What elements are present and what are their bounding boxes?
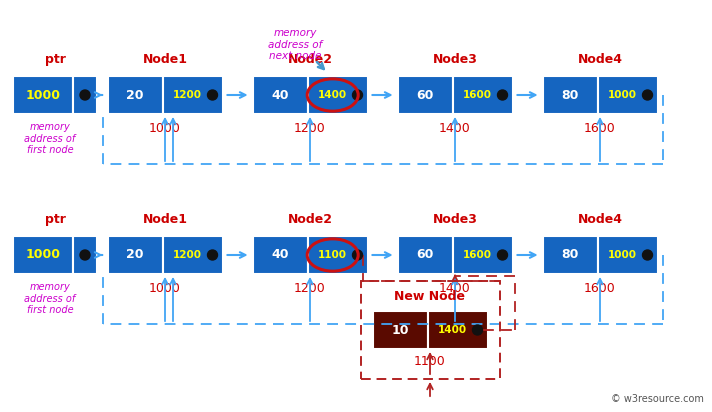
Bar: [13, 236, 73, 274]
Circle shape: [473, 325, 483, 335]
Bar: [253, 236, 308, 274]
Text: Node4: Node4: [577, 213, 622, 226]
Text: 1000: 1000: [26, 248, 61, 262]
Circle shape: [80, 250, 90, 260]
Bar: [13, 76, 73, 114]
Text: 10: 10: [392, 323, 409, 337]
Text: New Node: New Node: [394, 290, 466, 303]
Bar: [543, 236, 597, 274]
Bar: [597, 76, 657, 114]
Text: Node2: Node2: [288, 53, 333, 66]
Text: 1400: 1400: [318, 90, 347, 100]
Text: 1000: 1000: [149, 122, 181, 135]
Bar: [397, 76, 453, 114]
Text: 60: 60: [417, 248, 434, 262]
Text: 1200: 1200: [173, 90, 202, 100]
Text: 1200: 1200: [173, 250, 202, 260]
Text: 80: 80: [561, 89, 579, 101]
Bar: [308, 236, 367, 274]
Text: 1000: 1000: [149, 282, 181, 295]
Bar: [597, 236, 657, 274]
Text: 1100: 1100: [318, 250, 347, 260]
Text: 80: 80: [561, 248, 579, 262]
Circle shape: [80, 90, 90, 100]
Text: 20: 20: [126, 248, 144, 262]
Bar: [108, 236, 162, 274]
Bar: [73, 76, 97, 114]
Circle shape: [207, 250, 217, 260]
Text: 60: 60: [417, 89, 434, 101]
Text: 1000: 1000: [608, 250, 637, 260]
Text: 40: 40: [271, 248, 289, 262]
Text: © w3resource.com: © w3resource.com: [611, 394, 704, 404]
Text: 1400: 1400: [439, 282, 471, 295]
Bar: [162, 236, 222, 274]
Text: memory
address of
first node: memory address of first node: [24, 282, 75, 315]
Text: Node1: Node1: [142, 213, 187, 226]
Text: ptr: ptr: [45, 53, 66, 66]
Text: 1400: 1400: [439, 122, 471, 135]
Text: 1200: 1200: [294, 122, 326, 135]
Text: 1600: 1600: [464, 250, 492, 260]
Circle shape: [642, 250, 652, 260]
Bar: [308, 76, 367, 114]
Text: 1100: 1100: [414, 355, 446, 368]
Bar: [397, 236, 453, 274]
Text: Node3: Node3: [433, 213, 478, 226]
Bar: [372, 311, 427, 349]
Text: 1000: 1000: [26, 89, 61, 101]
Bar: [427, 311, 488, 349]
Text: Node4: Node4: [577, 53, 622, 66]
Circle shape: [352, 90, 362, 100]
Bar: [108, 76, 162, 114]
Bar: [73, 236, 97, 274]
Text: 1600: 1600: [584, 122, 616, 135]
Text: 1600: 1600: [584, 282, 616, 295]
Text: 1000: 1000: [608, 90, 637, 100]
Text: 20: 20: [126, 89, 144, 101]
Text: memory
address of
next node: memory address of next node: [268, 28, 322, 61]
Text: 1400: 1400: [438, 325, 467, 335]
Circle shape: [352, 250, 362, 260]
Text: 1200: 1200: [294, 282, 326, 295]
Circle shape: [207, 90, 217, 100]
Text: 1600: 1600: [464, 90, 492, 100]
Text: Node2: Node2: [288, 213, 333, 226]
Bar: [360, 281, 500, 379]
Bar: [543, 76, 597, 114]
Text: ptr: ptr: [45, 213, 66, 226]
Bar: [162, 76, 222, 114]
Circle shape: [642, 90, 652, 100]
Text: 40: 40: [271, 89, 289, 101]
Bar: [453, 236, 513, 274]
Text: Node3: Node3: [433, 53, 478, 66]
Bar: [253, 76, 308, 114]
Text: Node1: Node1: [142, 53, 187, 66]
Text: memory
address of
first node: memory address of first node: [24, 122, 75, 155]
Circle shape: [498, 90, 508, 100]
Circle shape: [498, 250, 508, 260]
Bar: [453, 76, 513, 114]
